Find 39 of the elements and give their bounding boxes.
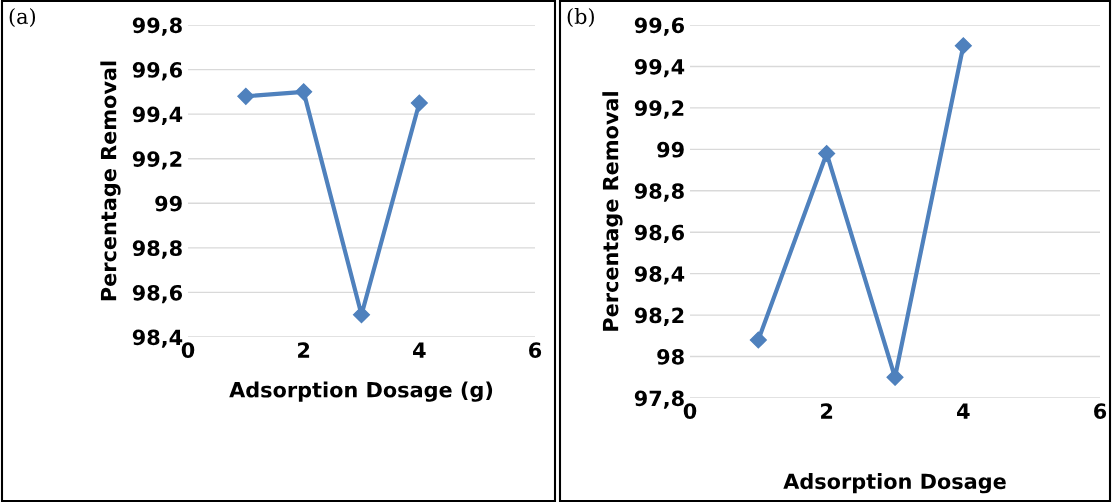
- y-tick-label: 98,8: [132, 240, 182, 259]
- y-tick-label: 99,2: [132, 151, 182, 170]
- y-tick-label: 98,4: [132, 329, 183, 348]
- x-tick-label: 0: [181, 342, 195, 358]
- point: [749, 331, 767, 349]
- y-tick-label: 97,8: [634, 390, 684, 409]
- x-tick-label: 2: [298, 342, 310, 358]
- y-tick-label: 98,6: [634, 224, 685, 244]
- point: [295, 83, 313, 101]
- y-tick-label: 98,4: [634, 266, 685, 285]
- x-tick-label: 2: [821, 403, 833, 419]
- y-tick-label: 99: [155, 195, 182, 212]
- x-tick-label: 6: [1094, 403, 1107, 419]
- y-tick-label: 98,6: [132, 284, 183, 304]
- y-tick-label: 99,8: [132, 17, 182, 36]
- y-axis-title: Percentage Removal: [602, 92, 623, 331]
- x-axis-title: Adsorption Dosage (g): [229, 381, 493, 402]
- y-tick-label: 99,6: [132, 62, 183, 81]
- point: [818, 144, 836, 163]
- point: [954, 37, 972, 55]
- y-tick-label: 98: [657, 349, 684, 365]
- x-axis-title: Adsorption Dosage: [783, 473, 1006, 494]
- y-tick-label: 99,2: [634, 100, 684, 119]
- x-tick-label: 6: [529, 342, 542, 358]
- point: [352, 306, 371, 324]
- x-tick-label: 4: [413, 342, 426, 358]
- y-tick-label: 99,4: [132, 106, 183, 126]
- text: (b): [567, 8, 594, 28]
- y-tick-label: 98,8: [634, 183, 684, 202]
- y-tick-label: 99,6: [634, 17, 685, 36]
- point: [410, 94, 428, 112]
- y-tick-label: 99: [657, 141, 684, 158]
- y-tick-label: 99,4: [634, 58, 685, 78]
- y-axis-title: Percentage Removal: [100, 61, 121, 301]
- point: [237, 87, 255, 105]
- x-tick-label: 4: [957, 403, 970, 419]
- x-tick-label: 0: [683, 403, 697, 419]
- y-tick-label: 98,2: [634, 307, 684, 326]
- text: (a): [9, 8, 36, 28]
